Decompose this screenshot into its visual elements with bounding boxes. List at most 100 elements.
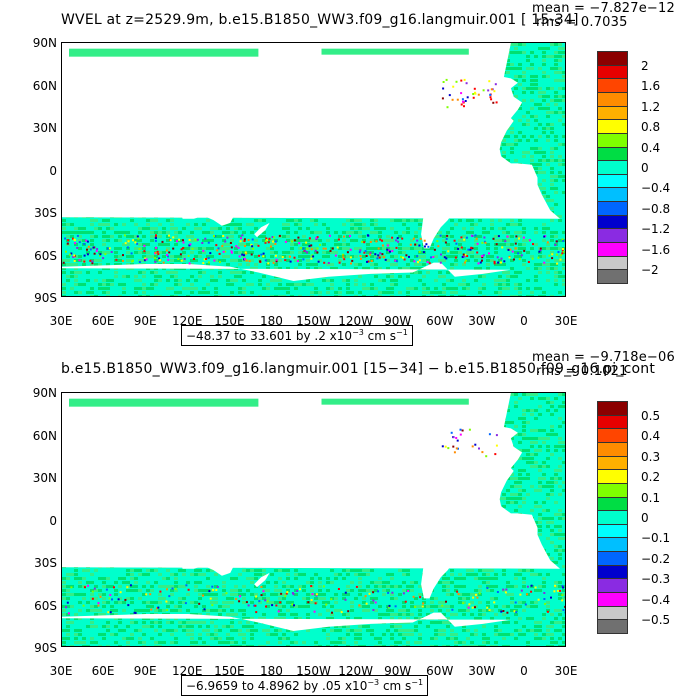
colorbar-label: 0.3 (641, 449, 661, 464)
land-new-zealand (254, 222, 270, 238)
land-japan (202, 458, 221, 476)
colorbar-label: −1.6 (641, 242, 671, 257)
colorbar-swatch (597, 105, 628, 121)
x-tick-label: 90E (133, 314, 157, 328)
x-tick-label: 180 (259, 664, 283, 678)
colorbar-label: 1.6 (641, 79, 661, 94)
colorbar-label: −1.2 (641, 222, 671, 237)
land-greenland (426, 52, 497, 86)
land-antarctica (62, 612, 511, 646)
colorbar-swatch (597, 187, 628, 203)
colorbar (597, 401, 628, 634)
colorbar-label: 0 (641, 511, 649, 525)
x-tick-label: 180 (259, 314, 283, 328)
map-plot (61, 42, 566, 297)
mean-label: mean = −7.827e−12 (532, 1, 675, 16)
colorbar-swatch (597, 146, 628, 162)
x-tick-label: 150E (214, 664, 245, 678)
y-tick-label: 30N (32, 121, 57, 135)
southern-ocean-speckles (62, 78, 565, 265)
colorbar-swatch (597, 414, 628, 430)
x-tick-label: 120E (172, 664, 203, 678)
arctic-ocean-strip (69, 398, 259, 407)
colorbar-swatch (597, 255, 628, 271)
x-tick-label: 0 (520, 314, 528, 328)
colorbar-swatch (597, 510, 628, 525)
x-tick-label: 60E (91, 664, 115, 678)
y-tick-label: 0 (49, 513, 57, 528)
range-label: −6.9659 to 4.8962 by .05 x10−3 cm s−1 (181, 675, 429, 696)
arctic-ocean-strip (69, 48, 259, 57)
colorbar-label: 1.2 (641, 99, 661, 114)
x-tick-label: 150W (296, 314, 331, 328)
y-tick-label: 60N (32, 428, 57, 443)
x-tick-label: 120W (338, 664, 373, 678)
land-japan (202, 108, 221, 126)
y-tick-label: 60S (34, 598, 57, 613)
y-tick-label: 30S (34, 556, 57, 570)
colorbar-swatch (597, 592, 628, 607)
x-tick-label: 90E (133, 664, 157, 678)
colorbar-label: 0.4 (641, 140, 661, 155)
colorbar-label: −0.3 (641, 572, 671, 587)
colorbar-swatch (597, 537, 628, 553)
x-tick-label: 60E (91, 314, 115, 328)
colorbar-label: −0.2 (641, 551, 671, 566)
land-north-america (286, 393, 448, 510)
colorbar-label: 0.4 (641, 429, 661, 444)
colorbar-label: −0.8 (641, 201, 671, 216)
y-tick-label: 0 (49, 163, 57, 178)
colorbar-swatch (597, 441, 628, 457)
colorbar-label: −2 (641, 263, 659, 278)
colorbar-swatch (597, 619, 628, 634)
colorbar-swatch (597, 214, 628, 230)
land-new-guinea (202, 523, 231, 535)
land-greenland (426, 402, 497, 436)
colorbar-label: −0.4 (641, 592, 671, 607)
colorbar-label: 0.1 (641, 490, 661, 505)
land-madagascar (80, 538, 91, 556)
rms-label: rms = 0.7035 (536, 15, 628, 30)
map-svg (62, 393, 565, 646)
colorbar-label: 0.8 (641, 120, 661, 135)
range-label: −48.37 to 33.601 by .2 x10−3 cm s−1 (181, 325, 413, 346)
x-tick-label: 150E (214, 314, 245, 328)
panel-top: WVEL at z=2529.9m, b.e15.B1850_WW3.f09_g… (32, 1, 675, 346)
x-tick-label: 60W (426, 664, 454, 678)
land-australia (179, 186, 235, 226)
colorbar-label: 2 (641, 58, 649, 73)
colorbar-swatch (597, 523, 628, 539)
rms-label: rms = 0.1021 (536, 364, 628, 379)
arctic-ocean-strip (321, 398, 469, 405)
land-south-america (411, 506, 476, 599)
colorbar-swatch (597, 132, 628, 148)
y-tick-label: 30N (32, 471, 57, 485)
map-plot (61, 392, 566, 647)
colorbar-swatch (597, 551, 628, 566)
x-tick-label: 30E (49, 314, 73, 328)
colorbar-label: 0 (641, 161, 649, 175)
x-tick-label: 120W (338, 314, 373, 328)
x-tick-label: 150W (296, 664, 331, 678)
colorbar-swatch (597, 173, 628, 189)
land-new-guinea (202, 173, 231, 185)
colorbar-swatch (597, 160, 628, 175)
colorbar-swatch (597, 201, 628, 216)
colorbar-swatch (597, 64, 628, 80)
x-tick-label: 0 (520, 664, 528, 678)
y-tick-label: 90S (34, 641, 57, 655)
land-new-zealand (254, 572, 270, 588)
land-south-america (411, 156, 476, 249)
land-north-america (286, 43, 448, 160)
colorbar-swatch (597, 242, 628, 257)
x-tick-label: 30E (554, 664, 578, 678)
colorbar-swatch (597, 269, 628, 284)
colorbar-label: 0.2 (641, 470, 661, 485)
colorbar-swatch (597, 78, 628, 93)
colorbar-swatch (597, 91, 628, 107)
x-tick-label: 60W (426, 314, 454, 328)
colorbar-swatch (597, 605, 628, 621)
colorbar-swatch (597, 469, 628, 484)
panel-title: WVEL at z=2529.9m, b.e15.B1850_WW3.f09_g… (61, 12, 579, 28)
y-tick-label: 90S (34, 291, 57, 305)
